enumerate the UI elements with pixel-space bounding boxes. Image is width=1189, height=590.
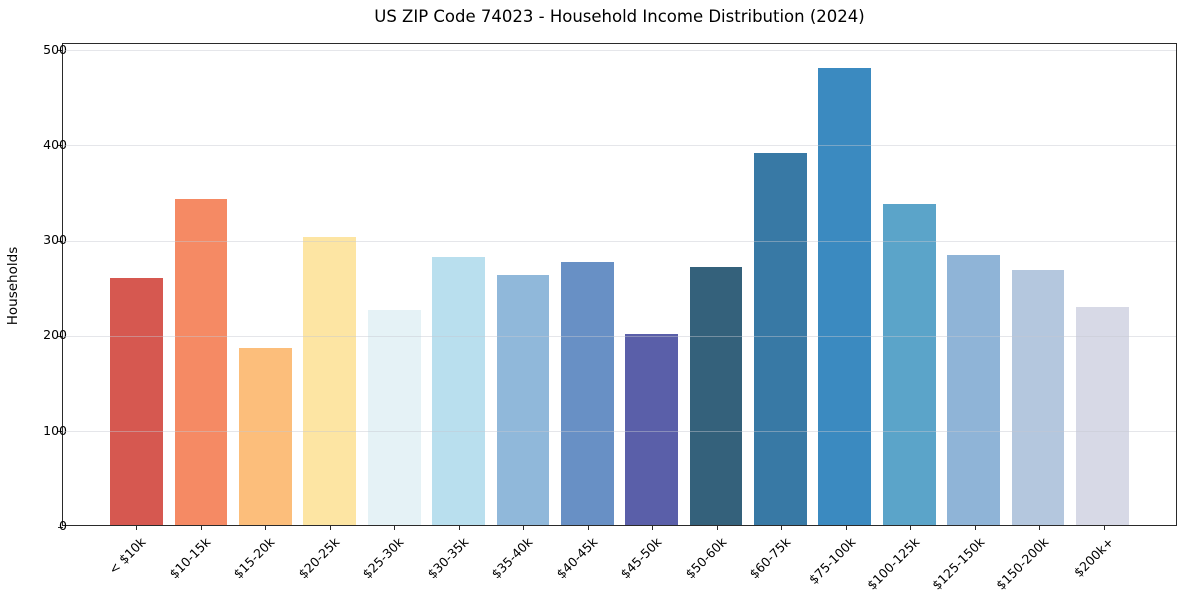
bar-$45-50k <box>625 334 679 525</box>
x-tick-mark <box>1103 525 1105 530</box>
bar-$200k+ <box>1075 306 1129 525</box>
x-tick-label-$40-45k: $40-45k <box>553 534 601 582</box>
x-tick-label-$20-25k: $20-25k <box>295 534 343 582</box>
x-tick-label-$60-75k: $60-75k <box>746 534 794 582</box>
bar-$25-30k <box>367 309 421 525</box>
bar-$30-35k <box>432 257 485 525</box>
x-tick-label-$50-60k: $50-60k <box>682 534 730 582</box>
y-tick-mark <box>58 50 63 52</box>
bar-$150-200k <box>1011 269 1065 525</box>
bar-$100-125k <box>882 204 936 525</box>
bar-$60-75k <box>754 153 807 525</box>
x-tick-mark <box>1039 525 1041 530</box>
x-tick-label-$200k+: $200k+ <box>1070 534 1117 580</box>
plot-area <box>58 43 1177 530</box>
x-tick-label-$125-150k: $125-150k <box>928 534 988 590</box>
x-tick-mark <box>974 525 976 530</box>
x-tick-mark <box>458 525 460 530</box>
x-tick-mark <box>652 525 654 530</box>
x-tick-mark <box>523 525 525 530</box>
gridline-y-300 <box>63 240 1176 242</box>
x-tick-label-$75-100k: $75-100k <box>805 534 859 587</box>
y-tick-label-0: 0 <box>59 518 67 533</box>
y-tick-label-400: 400 <box>43 136 67 152</box>
bar-< $10k <box>110 278 164 525</box>
x-tick-mark <box>265 525 267 530</box>
y-tick-mark <box>58 431 63 433</box>
x-tick-mark <box>200 525 202 530</box>
x-tick-mark <box>910 525 912 530</box>
x-tick-mark <box>716 525 718 530</box>
y-tick-label-100: 100 <box>43 422 67 438</box>
bar-$75-100k <box>818 67 872 525</box>
x-tick-mark <box>329 525 331 530</box>
x-tick-mark <box>394 525 396 530</box>
y-tick-label-300: 300 <box>43 232 67 248</box>
gridline-y-100 <box>63 431 1176 433</box>
x-tick-label-$25-30k: $25-30k <box>359 534 407 582</box>
bar-$35-40k <box>496 274 550 525</box>
y-tick-mark <box>58 240 63 242</box>
x-tick-mark <box>136 525 138 530</box>
bar-$10-15k <box>174 198 228 525</box>
y-tick-mark <box>58 526 63 528</box>
y-tick-label-200: 200 <box>43 327 67 343</box>
x-tick-label-$45-50k: $45-50k <box>617 534 665 582</box>
chart-title: US ZIP Code 74023 - Household Income Dis… <box>374 7 865 26</box>
x-tick-label-$15-20k: $15-20k <box>230 534 278 582</box>
bar-$15-20k <box>239 347 292 525</box>
y-tick-mark <box>58 335 63 337</box>
x-tick-mark <box>845 525 847 530</box>
gridline-y-400 <box>63 145 1176 147</box>
gridline-y-200 <box>63 335 1176 337</box>
x-tick-mark <box>781 525 783 530</box>
x-tick-label-$150-200k: $150-200k <box>993 534 1052 590</box>
bar-$125-150k <box>947 254 1000 525</box>
bar-$50-60k <box>689 266 743 525</box>
gridline-y-500 <box>63 50 1176 52</box>
y-tick-label-500: 500 <box>43 41 67 57</box>
x-tick-label-$35-40k: $35-40k <box>488 534 536 582</box>
bar-$20-25k <box>303 236 357 525</box>
y-axis-label: Households <box>5 246 21 326</box>
x-tick-label-$30-35k: $30-35k <box>424 534 472 582</box>
bar-$40-45k <box>560 262 614 525</box>
y-tick-mark <box>58 145 63 147</box>
x-tick-mark <box>587 525 589 530</box>
x-tick-label-< $10k: < $10k <box>105 534 149 578</box>
x-tick-label-$100-125k: $100-125k <box>864 534 923 590</box>
x-tick-label-$10-15k: $10-15k <box>166 534 214 582</box>
